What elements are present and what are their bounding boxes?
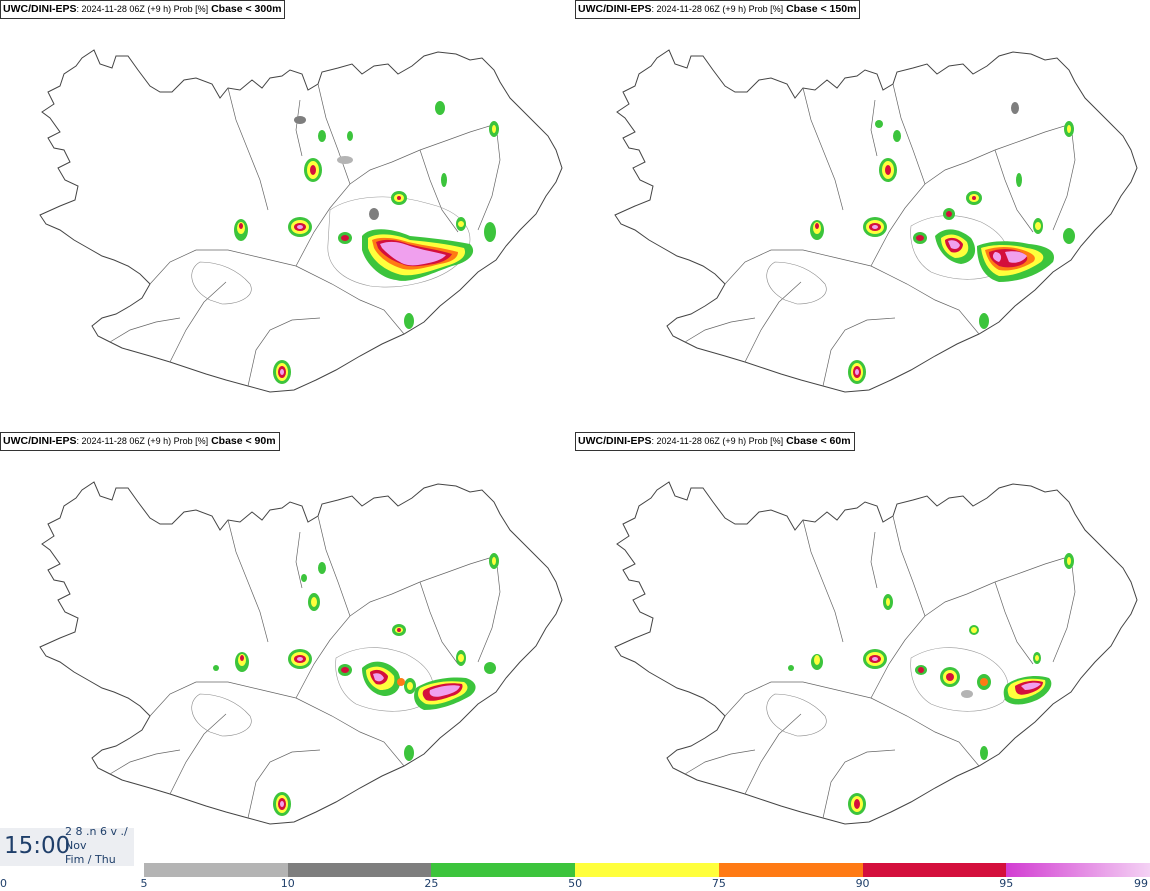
scale-tick-label: 50 (568, 877, 583, 890)
date-line-weekday: Fim / Thu (65, 853, 116, 866)
map-panel-cbase-300: UWC/DINI-EPS: 2024-11-28 06Z (+9 h) Prob… (0, 0, 575, 430)
model-name: UWC/DINI-EPS (3, 3, 77, 15)
run-info: : 2024-11-28 06Z (+9 h) Prob [%] (76, 436, 209, 446)
variable-name: Cbase < 90m (211, 435, 276, 447)
panel-title: UWC/DINI-EPS: 2024-11-28 06Z (+9 h) Prob… (575, 432, 855, 451)
scale-tick-label: 25 (424, 877, 439, 890)
variable-name: Cbase < 150m (786, 3, 857, 15)
legend-bin-95-99 (1006, 863, 1150, 877)
variable-name: Cbase < 60m (786, 435, 851, 447)
model-name: UWC/DINI-EPS (578, 3, 652, 15)
run-info: : 2024-11-28 06Z (+9 h) Prob [%] (651, 4, 784, 14)
valid-time-box: 15:00 2 8 .n 6 v ./ Nov Fim / Thu (0, 825, 134, 866)
panel-title: UWC/DINI-EPS: 2024-11-28 06Z (+9 h) Prob… (0, 432, 280, 451)
legend-bin-25-50 (431, 863, 576, 877)
scale-tick-label: 90 (855, 877, 870, 890)
scale-tick-label: 5 (140, 877, 148, 890)
model-name: UWC/DINI-EPS (578, 435, 652, 447)
date-line-1: 2 8 .n 6 v ./ (65, 825, 128, 838)
iceland-map (39, 481, 563, 825)
scale-tick-label: 10 (280, 877, 295, 890)
map-panel-cbase-60: UWC/DINI-EPS: 2024-11-28 06Z (+9 h) Prob… (575, 432, 1150, 862)
iceland-map (39, 49, 563, 393)
legend-bin-50-75 (575, 863, 720, 877)
model-name: UWC/DINI-EPS (3, 435, 77, 447)
color-scale-ticks: 0 5 10 25 50 75 90 95 99 (0, 877, 1150, 891)
map-panel-cbase-90: UWC/DINI-EPS: 2024-11-28 06Z (+9 h) Prob… (0, 432, 575, 862)
scale-tick-label: 0 (0, 877, 7, 890)
legend-bin-10-25 (287, 863, 432, 877)
variable-name: Cbase < 300m (211, 3, 282, 15)
scale-tick-label: 95 (999, 877, 1014, 890)
run-info: : 2024-11-28 06Z (+9 h) Prob [%] (651, 436, 784, 446)
date-line-month: Nov (65, 839, 87, 852)
legend-bin-5-10 (144, 863, 289, 877)
map-panel-cbase-150: UWC/DINI-EPS: 2024-11-28 06Z (+9 h) Prob… (575, 0, 1150, 430)
panel-title: UWC/DINI-EPS: 2024-11-28 06Z (+9 h) Prob… (0, 0, 286, 19)
panel-title: UWC/DINI-EPS: 2024-11-28 06Z (+9 h) Prob… (575, 0, 861, 19)
legend-bin-75-90 (718, 863, 864, 877)
valid-time-clock: 15:00 (4, 833, 71, 859)
scale-tick-label: 99 (1134, 877, 1148, 890)
legend-bin-90-95 (862, 863, 1007, 877)
iceland-map (614, 49, 1138, 393)
probability-color-scale (144, 863, 1150, 877)
scale-tick-label: 75 (711, 877, 726, 890)
iceland-map (614, 481, 1138, 825)
run-info: : 2024-11-28 06Z (+9 h) Prob [%] (76, 4, 209, 14)
